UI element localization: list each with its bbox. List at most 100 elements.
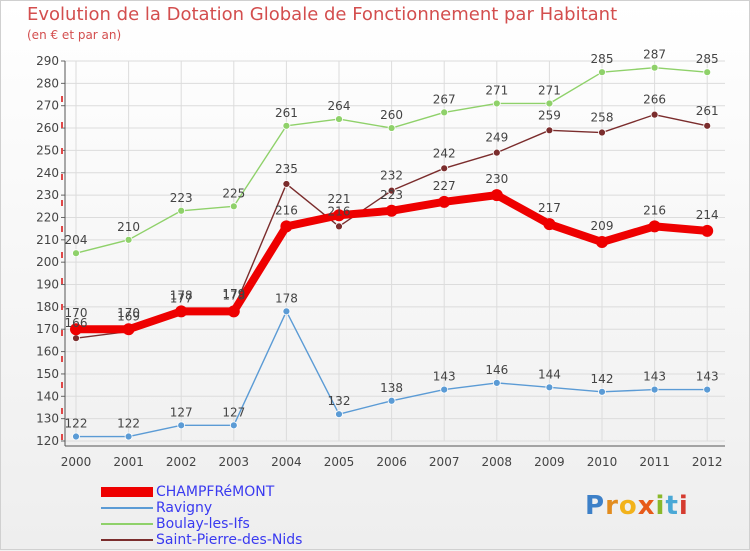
data-point (72, 334, 80, 343)
data-point (335, 115, 343, 124)
y-tick-label: 190 (36, 278, 59, 292)
data-label: 271 (485, 83, 508, 97)
x-tick-label: 2006 (376, 455, 407, 469)
data-label: 266 (643, 93, 666, 107)
data-label: 166 (65, 316, 88, 330)
axes: 120 130 140 150 160 170 180 190 200 210 220 230 240 2… (36, 54, 725, 469)
data-point (703, 121, 712, 130)
logo-letter: i (655, 491, 666, 521)
data-point (387, 124, 396, 132)
y-tick-label: 130 (36, 412, 59, 426)
data-point (387, 186, 396, 195)
data-label: 267 (433, 92, 456, 106)
data-label: 258 (591, 111, 614, 125)
data-label: 143 (643, 370, 666, 384)
data-label: 261 (696, 104, 719, 118)
logo-letter: o (618, 491, 638, 521)
data-label: 242 (433, 146, 456, 160)
data-point (545, 383, 554, 392)
y-tick-label: 240 (36, 166, 59, 180)
data-point (335, 410, 343, 419)
legend-swatch (101, 539, 153, 541)
data-label: 249 (485, 131, 508, 145)
series-lines (70, 63, 714, 441)
data-point (598, 387, 606, 396)
data-label: 216 (275, 203, 298, 217)
data-point (703, 385, 712, 394)
x-tick-label: 2009 (534, 455, 565, 469)
data-label: 285 (696, 52, 719, 66)
data-label: 179 (222, 287, 245, 301)
data-label: 122 (65, 417, 88, 431)
y-tick-label: 280 (36, 76, 59, 90)
data-point (545, 126, 554, 135)
y-tick-label: 150 (36, 367, 59, 381)
data-label: 285 (591, 52, 614, 66)
legend-swatch (101, 523, 153, 525)
data-label: 170 (65, 306, 88, 320)
data-label: 223 (380, 188, 403, 202)
data-point (282, 307, 291, 316)
data-label: 217 (538, 201, 561, 215)
x-tick-label: 2007 (429, 455, 460, 469)
data-point (229, 421, 238, 430)
y-tick-label: 140 (36, 389, 59, 403)
data-label: 261 (275, 106, 298, 120)
data-point (280, 220, 293, 233)
logo-letter: i (678, 491, 689, 521)
data-label: 177 (170, 292, 193, 306)
y-tick-label: 260 (36, 121, 59, 135)
data-point (333, 209, 345, 222)
logo-letter: P (585, 491, 606, 521)
data-label: 232 (380, 169, 403, 183)
data-point (72, 432, 80, 441)
data-point (492, 378, 501, 387)
data-label: 127 (170, 405, 193, 419)
data-point (124, 432, 133, 441)
y-tick-label: 170 (36, 322, 59, 336)
legend-swatch (101, 507, 153, 509)
data-point (70, 323, 82, 336)
x-tick-label: 2010 (587, 455, 618, 469)
x-tick-label: 2002 (166, 455, 197, 469)
data-point (650, 385, 659, 394)
chart-title: Evolution de la Dotation Globale de Fonc… (27, 4, 618, 25)
data-point (598, 128, 606, 137)
data-point (175, 305, 188, 318)
x-tick-label: 2011 (639, 455, 670, 469)
data-point (438, 195, 451, 208)
data-label: 260 (380, 108, 403, 122)
data-label: 178 (170, 288, 193, 302)
data-label: 170 (117, 306, 140, 320)
data-point (543, 218, 556, 231)
y-tick-label: 290 (36, 54, 59, 68)
data-label: 214 (696, 208, 719, 222)
logo-letter: x (637, 491, 656, 521)
data-point (490, 189, 503, 202)
x-tick-label: 2008 (482, 455, 513, 469)
data-label: 138 (380, 381, 403, 395)
data-point (335, 222, 343, 231)
data-label: 178 (275, 291, 298, 305)
data-point (598, 68, 606, 77)
legend-label: Ravigny (156, 500, 213, 516)
data-point (177, 421, 186, 430)
data-point (440, 385, 449, 394)
data-label: 209 (591, 219, 614, 233)
data-point (282, 121, 291, 130)
legend-label: Boulay-les-Ifs (156, 516, 250, 532)
data-label: 146 (485, 363, 508, 377)
legend-label: CHAMPFRéMONT (156, 484, 275, 500)
data-point (492, 148, 501, 157)
proxiti-logo: Proxiti (585, 491, 689, 521)
grid-lines (65, 60, 725, 442)
y-tick-label: 180 (36, 300, 59, 314)
data-point (703, 68, 712, 77)
data-label: 210 (117, 220, 140, 234)
data-label: 216 (328, 204, 351, 218)
data-point (440, 164, 449, 173)
data-label: 235 (275, 162, 298, 176)
y-tick-label: 160 (36, 345, 59, 359)
